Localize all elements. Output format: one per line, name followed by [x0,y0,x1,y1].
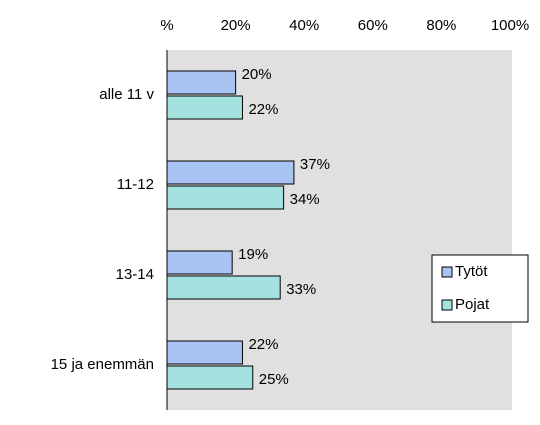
bar [166,365,254,390]
bar [166,70,237,95]
x-tick-label: % [160,17,173,34]
y-tick-label: 15 ja enemmän [51,356,154,373]
value-label: 34% [290,191,320,208]
bar [166,185,285,210]
y-tick-label: 13-14 [116,266,154,283]
value-label: 22% [248,336,278,353]
legend-label: Tytöt [455,263,488,280]
value-label: 22% [248,101,278,118]
value-label: 19% [238,246,268,263]
x-tick-label: 100% [491,17,529,34]
x-tick-label: 80% [426,17,456,34]
x-tick-label: 60% [358,17,388,34]
legend-label: Pojat [455,296,490,313]
y-tick-label: alle 11 v [99,86,154,103]
value-label: 37% [300,156,330,173]
value-label: 33% [286,281,316,298]
bar [166,340,243,365]
legend-swatch [441,266,453,278]
x-tick-label: 40% [289,17,319,34]
value-label: 25% [259,371,289,388]
bar [166,160,295,185]
bar [166,275,281,300]
bar [166,95,243,120]
legend-swatch [441,299,453,311]
value-label: 20% [242,66,272,83]
legend-box [431,254,529,323]
y-tick-label: 11-12 [117,176,154,193]
x-tick-label: 20% [221,17,251,34]
bar [166,250,233,275]
